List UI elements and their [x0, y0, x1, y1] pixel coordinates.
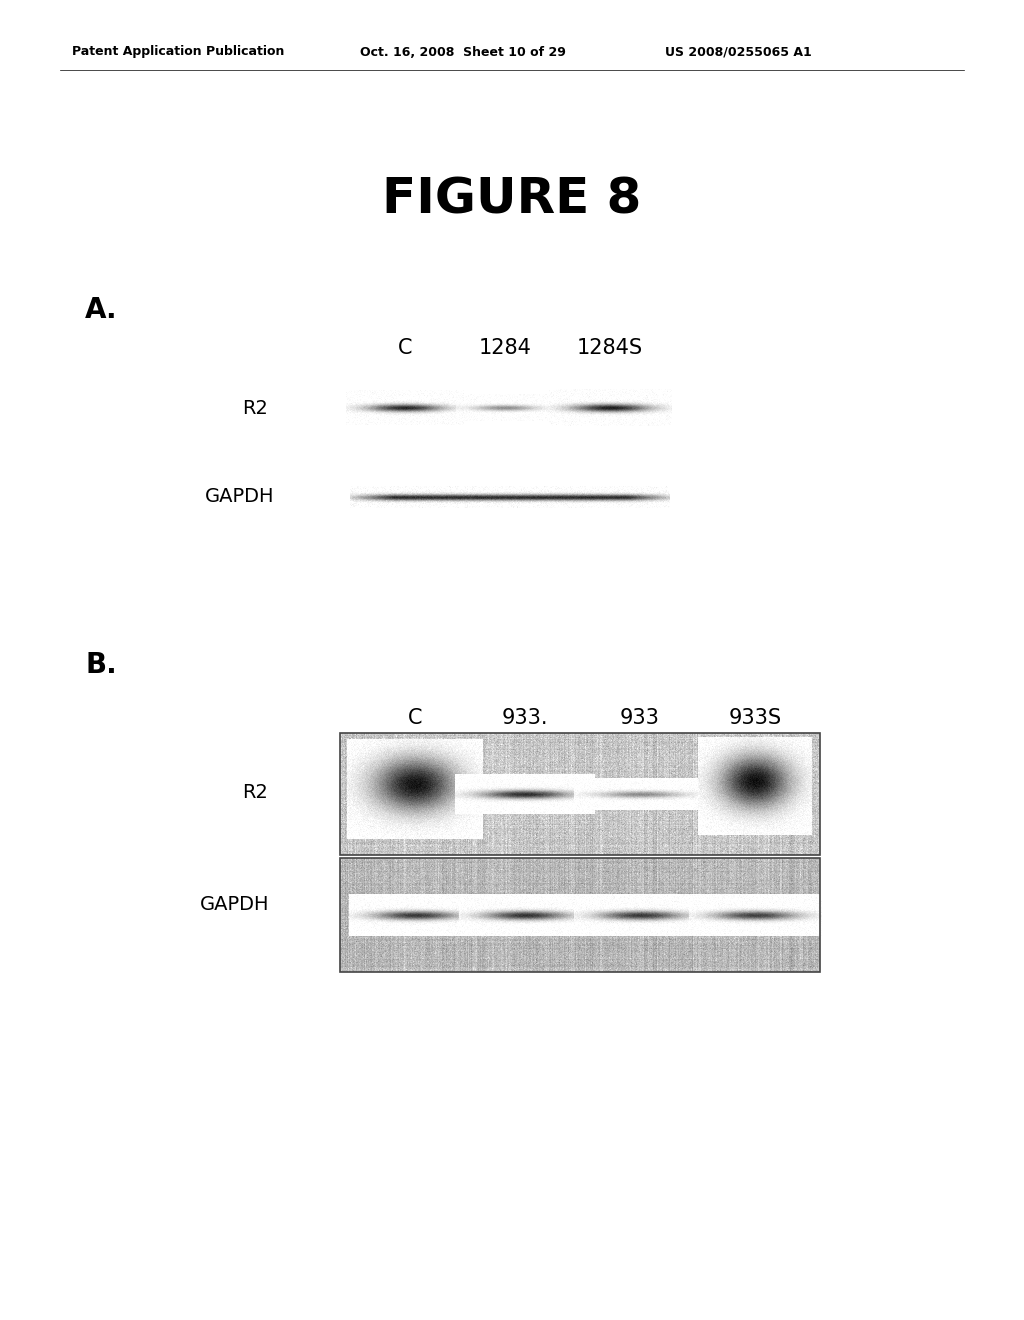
Text: Patent Application Publication: Patent Application Publication: [72, 45, 285, 58]
Text: C: C: [397, 338, 413, 358]
Text: GAPDH: GAPDH: [201, 895, 269, 915]
Bar: [340, 733, 820, 855]
Text: US 2008/0255065 A1: US 2008/0255065 A1: [665, 45, 812, 58]
Text: GAPDH: GAPDH: [205, 487, 274, 507]
Text: 933S: 933S: [728, 708, 781, 729]
Text: A.: A.: [85, 296, 118, 323]
Text: 933: 933: [621, 708, 659, 729]
Text: C: C: [408, 708, 422, 729]
Text: Oct. 16, 2008  Sheet 10 of 29: Oct. 16, 2008 Sheet 10 of 29: [360, 45, 566, 58]
Text: 1284S: 1284S: [577, 338, 643, 358]
Bar: [340, 858, 820, 972]
Text: B.: B.: [85, 651, 117, 678]
Text: R2: R2: [242, 399, 268, 417]
Text: 1284: 1284: [478, 338, 531, 358]
Text: 933.: 933.: [502, 708, 548, 729]
Text: R2: R2: [242, 783, 268, 801]
Text: FIGURE 8: FIGURE 8: [382, 176, 642, 224]
